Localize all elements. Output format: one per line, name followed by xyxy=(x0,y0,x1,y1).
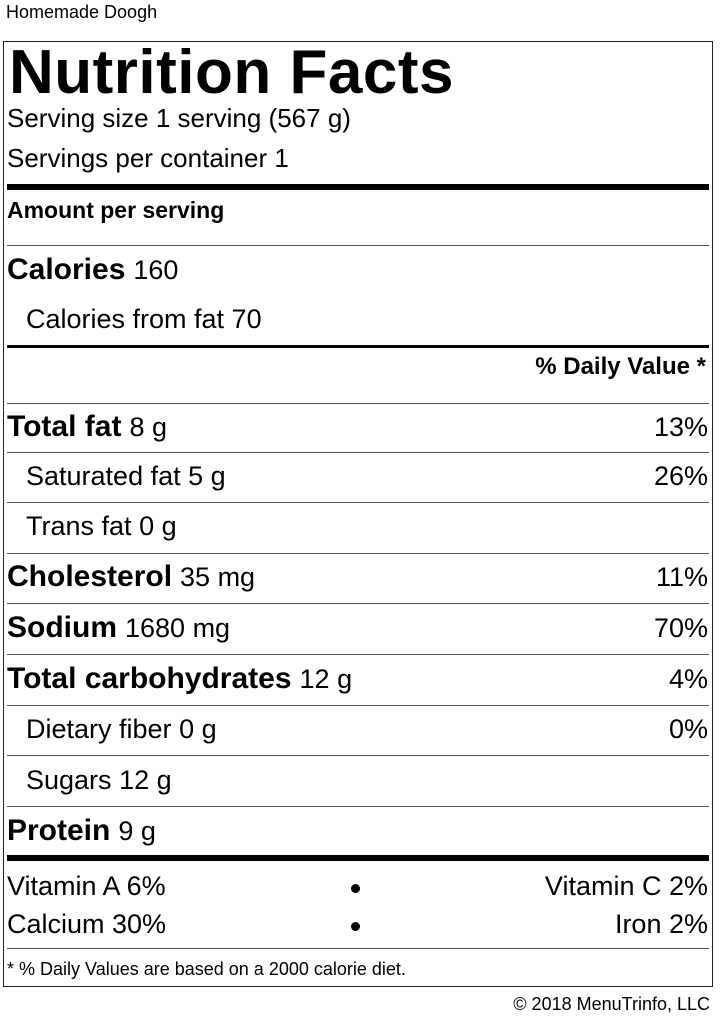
daily-value-header: % Daily Value * xyxy=(535,353,706,380)
nutrient-daily-value: 0% xyxy=(668,714,708,744)
nutrient-amount: 0 g xyxy=(139,511,177,541)
nutrient-row-trans-fat: Trans fat 0 g xyxy=(7,508,708,544)
nutrient-row-total-carbohydrates: Total carbohydrates 12 g 4% xyxy=(7,661,708,697)
divider xyxy=(7,654,709,655)
nutrient-name: Dietary fiber xyxy=(26,714,172,744)
nutrient-daily-value: 13% xyxy=(653,412,708,442)
nutrient-amount: 0 g xyxy=(179,714,217,744)
copyright: © 2018 MenuTrinfo, LLC xyxy=(513,994,710,1014)
vitamin-row: Vitamin A 6% Vitamin C 2% xyxy=(7,868,708,904)
divider-thick xyxy=(7,855,709,861)
divider xyxy=(7,806,709,807)
iron: Iron 2% xyxy=(614,909,708,939)
nutrition-label: Nutrition Facts Serving size 1 serving (… xyxy=(3,41,713,987)
calories-value: 160 xyxy=(133,255,179,285)
nutrient-row-protein: Protein 9 g xyxy=(7,813,708,849)
daily-value-footnote: * % Daily Values are based on a 2000 cal… xyxy=(7,959,406,979)
divider xyxy=(7,603,709,604)
nutrient-daily-value: 26% xyxy=(653,461,708,491)
nutrient-name: Saturated fat xyxy=(26,461,181,491)
divider xyxy=(7,452,709,453)
calcium: Calcium 30% xyxy=(7,909,167,939)
divider-medium xyxy=(7,345,709,348)
divider xyxy=(7,755,709,756)
divider xyxy=(7,502,709,503)
divider xyxy=(7,553,709,554)
bullet-icon xyxy=(351,922,360,931)
nutrient-daily-value: 4% xyxy=(668,664,708,694)
nutrition-facts-title: Nutrition Facts xyxy=(9,38,454,107)
nutrient-name: Protein xyxy=(7,814,111,847)
calories-row: Calories 160 xyxy=(7,252,708,288)
nutrient-name: Trans fat xyxy=(26,511,132,541)
divider xyxy=(7,705,709,706)
servings-per-container: Servings per container 1 xyxy=(7,143,289,173)
nutrient-row-sugars: Sugars 12 g xyxy=(7,762,708,798)
nutrient-amount: 35 mg xyxy=(180,562,256,592)
nutrient-amount: 12 g xyxy=(119,765,172,795)
nutrient-row-dietary-fiber: Dietary fiber 0 g 0% xyxy=(7,711,708,747)
nutrient-row-sodium: Sodium 1680 mg 70% xyxy=(7,610,708,646)
calories-label: Calories xyxy=(7,253,126,286)
calories-from-fat: Calories from fat 70 xyxy=(26,304,262,334)
nutrient-name: Sodium xyxy=(7,611,117,644)
divider xyxy=(7,403,709,404)
calories-from-fat-row: Calories from fat 70 xyxy=(7,301,708,337)
nutrient-row-total-fat: Total fat 8 g 13% xyxy=(7,409,708,445)
nutrient-name: Cholesterol xyxy=(7,560,173,593)
nutrient-amount: 5 g xyxy=(188,461,226,491)
serving-size: Serving size 1 serving (567 g) xyxy=(7,103,351,133)
nutrient-amount: 8 g xyxy=(129,412,167,442)
divider xyxy=(7,245,709,246)
mineral-row: Calcium 30% Iron 2% xyxy=(7,906,708,942)
nutrient-name: Sugars xyxy=(26,765,112,795)
nutrient-row-cholesterol: Cholesterol 35 mg 11% xyxy=(7,559,708,595)
vitamin-a: Vitamin A 6% xyxy=(7,871,166,901)
divider-thick xyxy=(7,184,709,190)
nutrient-daily-value: 70% xyxy=(653,613,708,643)
nutrient-row-saturated-fat: Saturated fat 5 g 26% xyxy=(7,458,708,494)
amount-per-serving: Amount per serving xyxy=(7,197,225,223)
nutrient-amount: 9 g xyxy=(118,816,156,846)
nutrient-name: Total fat xyxy=(7,410,122,443)
nutrient-name: Total carbohydrates xyxy=(7,662,292,695)
nutrient-amount: 12 g xyxy=(299,664,353,694)
divider xyxy=(7,948,709,949)
recipe-title: Homemade Doogh xyxy=(6,2,158,22)
bullet-icon xyxy=(351,884,360,893)
nutrient-amount: 1680 mg xyxy=(125,613,231,643)
vitamin-c: Vitamin C 2% xyxy=(544,871,708,901)
nutrient-daily-value: 11% xyxy=(655,562,708,592)
